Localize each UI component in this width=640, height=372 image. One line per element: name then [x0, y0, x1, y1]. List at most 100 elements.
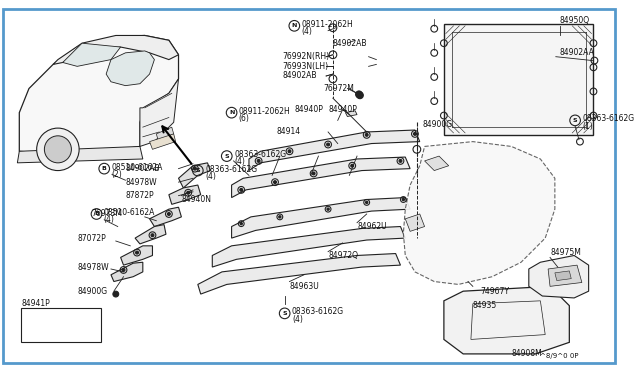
Polygon shape — [179, 163, 211, 188]
Text: 84900G: 84900G — [77, 287, 108, 296]
Text: 84940P: 84940P — [294, 105, 323, 114]
Polygon shape — [17, 147, 143, 163]
Text: 87072P: 87072P — [77, 234, 106, 243]
Text: 84941P: 84941P — [21, 299, 50, 308]
Text: (1): (1) — [582, 122, 593, 131]
Text: 08911-2062H: 08911-2062H — [239, 107, 291, 116]
Text: 08363-6162G: 08363-6162G — [205, 165, 257, 174]
Text: 08510-6162A: 08510-6162A — [104, 208, 155, 217]
Circle shape — [44, 136, 72, 163]
Polygon shape — [212, 227, 405, 267]
Text: N: N — [229, 110, 234, 115]
Text: 74967Y: 74967Y — [481, 287, 509, 296]
Polygon shape — [444, 24, 593, 135]
Polygon shape — [156, 127, 173, 141]
Text: 08363-6162G: 08363-6162G — [234, 150, 286, 159]
Text: 84914: 84914 — [277, 128, 301, 137]
Circle shape — [365, 201, 368, 203]
Text: 84972Q: 84972Q — [328, 251, 358, 260]
Text: 08911-2062H: 08911-2062H — [301, 20, 353, 29]
Text: 84902AB: 84902AB — [125, 164, 160, 173]
Circle shape — [187, 191, 189, 194]
Polygon shape — [232, 157, 410, 198]
Circle shape — [327, 208, 329, 210]
Polygon shape — [140, 79, 179, 147]
Text: 84978W: 84978W — [77, 263, 109, 272]
Polygon shape — [403, 142, 555, 285]
Text: 84940N: 84940N — [181, 195, 211, 204]
Text: ^8/9^0 0P: ^8/9^0 0P — [540, 353, 579, 359]
Polygon shape — [232, 198, 410, 238]
Text: 84962U: 84962U — [357, 222, 387, 231]
Polygon shape — [444, 286, 570, 354]
Polygon shape — [19, 35, 179, 156]
Polygon shape — [63, 43, 120, 66]
Circle shape — [151, 234, 154, 237]
Text: 84900G: 84900G — [422, 120, 452, 129]
Text: S: S — [573, 118, 577, 123]
Circle shape — [273, 181, 276, 184]
Circle shape — [365, 134, 368, 136]
Text: 84963U: 84963U — [289, 282, 319, 291]
Text: B: B — [94, 212, 99, 217]
Circle shape — [113, 291, 118, 297]
Text: 76972M: 76972M — [323, 84, 354, 93]
Text: 84902AB: 84902AB — [333, 39, 367, 48]
Polygon shape — [346, 111, 357, 116]
Text: 84940P: 84940P — [328, 105, 357, 114]
Circle shape — [36, 128, 79, 170]
Polygon shape — [548, 265, 582, 286]
Circle shape — [351, 164, 354, 167]
Circle shape — [240, 222, 243, 225]
Circle shape — [356, 92, 364, 99]
Text: 84902AB: 84902AB — [283, 71, 317, 80]
Text: 84978W: 84978W — [125, 178, 157, 187]
Text: (4): (4) — [234, 157, 245, 166]
Text: 84950Q: 84950Q — [560, 16, 590, 26]
Text: 84902AA: 84902AA — [560, 48, 595, 57]
Circle shape — [168, 212, 170, 215]
Text: 87872P: 87872P — [125, 191, 154, 200]
Text: (6): (6) — [239, 114, 250, 123]
Text: 76992N(RH): 76992N(RH) — [283, 52, 330, 61]
Polygon shape — [555, 271, 572, 280]
Circle shape — [136, 251, 138, 254]
Polygon shape — [53, 35, 179, 64]
Text: B: B — [102, 166, 107, 171]
Polygon shape — [106, 51, 154, 86]
Text: (2): (2) — [111, 170, 122, 179]
Text: (4): (4) — [104, 215, 115, 224]
Circle shape — [288, 150, 291, 153]
Polygon shape — [111, 262, 143, 282]
Polygon shape — [120, 246, 152, 265]
Polygon shape — [150, 207, 181, 227]
Text: 84908M: 84908M — [511, 349, 542, 358]
Circle shape — [402, 198, 404, 201]
Text: S: S — [225, 154, 229, 158]
Text: (4): (4) — [205, 172, 216, 181]
Polygon shape — [135, 225, 166, 244]
Polygon shape — [529, 256, 589, 298]
Circle shape — [257, 160, 260, 162]
Circle shape — [122, 269, 125, 272]
Circle shape — [193, 167, 196, 170]
Text: (4): (4) — [301, 27, 312, 36]
Circle shape — [356, 91, 362, 98]
Circle shape — [312, 172, 315, 175]
Circle shape — [278, 216, 281, 218]
Text: (4): (4) — [292, 315, 303, 324]
Circle shape — [399, 160, 402, 162]
Text: 08363-6162G: 08363-6162G — [292, 307, 344, 317]
Polygon shape — [405, 214, 424, 231]
Polygon shape — [198, 254, 401, 294]
Text: N: N — [292, 23, 297, 28]
Text: S: S — [195, 168, 200, 173]
Text: S: S — [282, 311, 287, 316]
Polygon shape — [150, 134, 175, 149]
Circle shape — [413, 132, 417, 135]
FancyBboxPatch shape — [3, 9, 614, 363]
Text: 08510-6162A: 08510-6162A — [111, 163, 163, 172]
Text: 84935: 84935 — [473, 301, 497, 310]
Polygon shape — [169, 185, 201, 204]
Text: 76993N(LH): 76993N(LH) — [283, 62, 329, 71]
